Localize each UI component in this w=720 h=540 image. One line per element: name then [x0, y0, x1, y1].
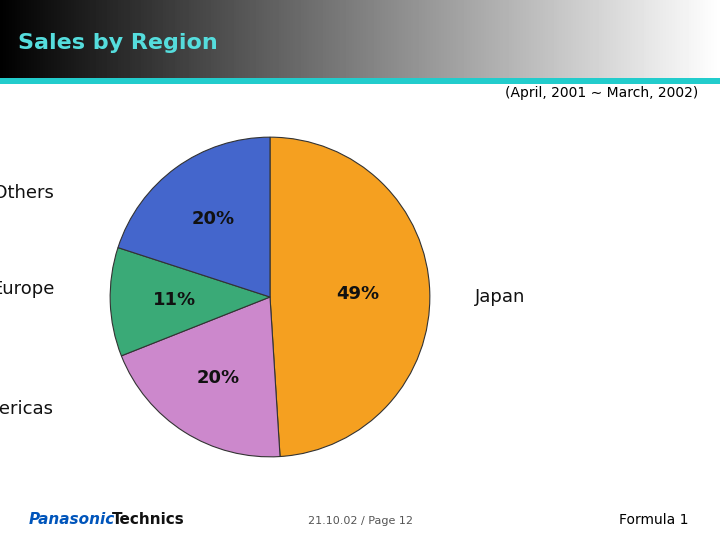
Text: 20%: 20%: [192, 211, 235, 228]
Text: Asia and Others: Asia and Others: [0, 184, 54, 202]
Text: Sales by Region: Sales by Region: [18, 33, 217, 53]
Text: Panasonic: Panasonic: [29, 511, 115, 526]
Text: Formula 1: Formula 1: [619, 512, 689, 526]
Text: Europe: Europe: [0, 280, 54, 298]
Wedge shape: [270, 137, 430, 456]
Wedge shape: [122, 297, 280, 457]
Text: 20%: 20%: [197, 369, 240, 387]
Text: Japan: Japan: [474, 288, 525, 306]
Wedge shape: [118, 137, 270, 297]
Text: Americas: Americas: [0, 400, 54, 418]
Text: Technics: Technics: [112, 511, 184, 526]
Text: 21.10.02 / Page 12: 21.10.02 / Page 12: [307, 516, 413, 526]
Text: (April, 2001 ∼ March, 2002): (April, 2001 ∼ March, 2002): [505, 86, 698, 100]
Text: 11%: 11%: [153, 291, 196, 309]
Wedge shape: [110, 248, 270, 356]
Text: 49%: 49%: [336, 285, 379, 303]
